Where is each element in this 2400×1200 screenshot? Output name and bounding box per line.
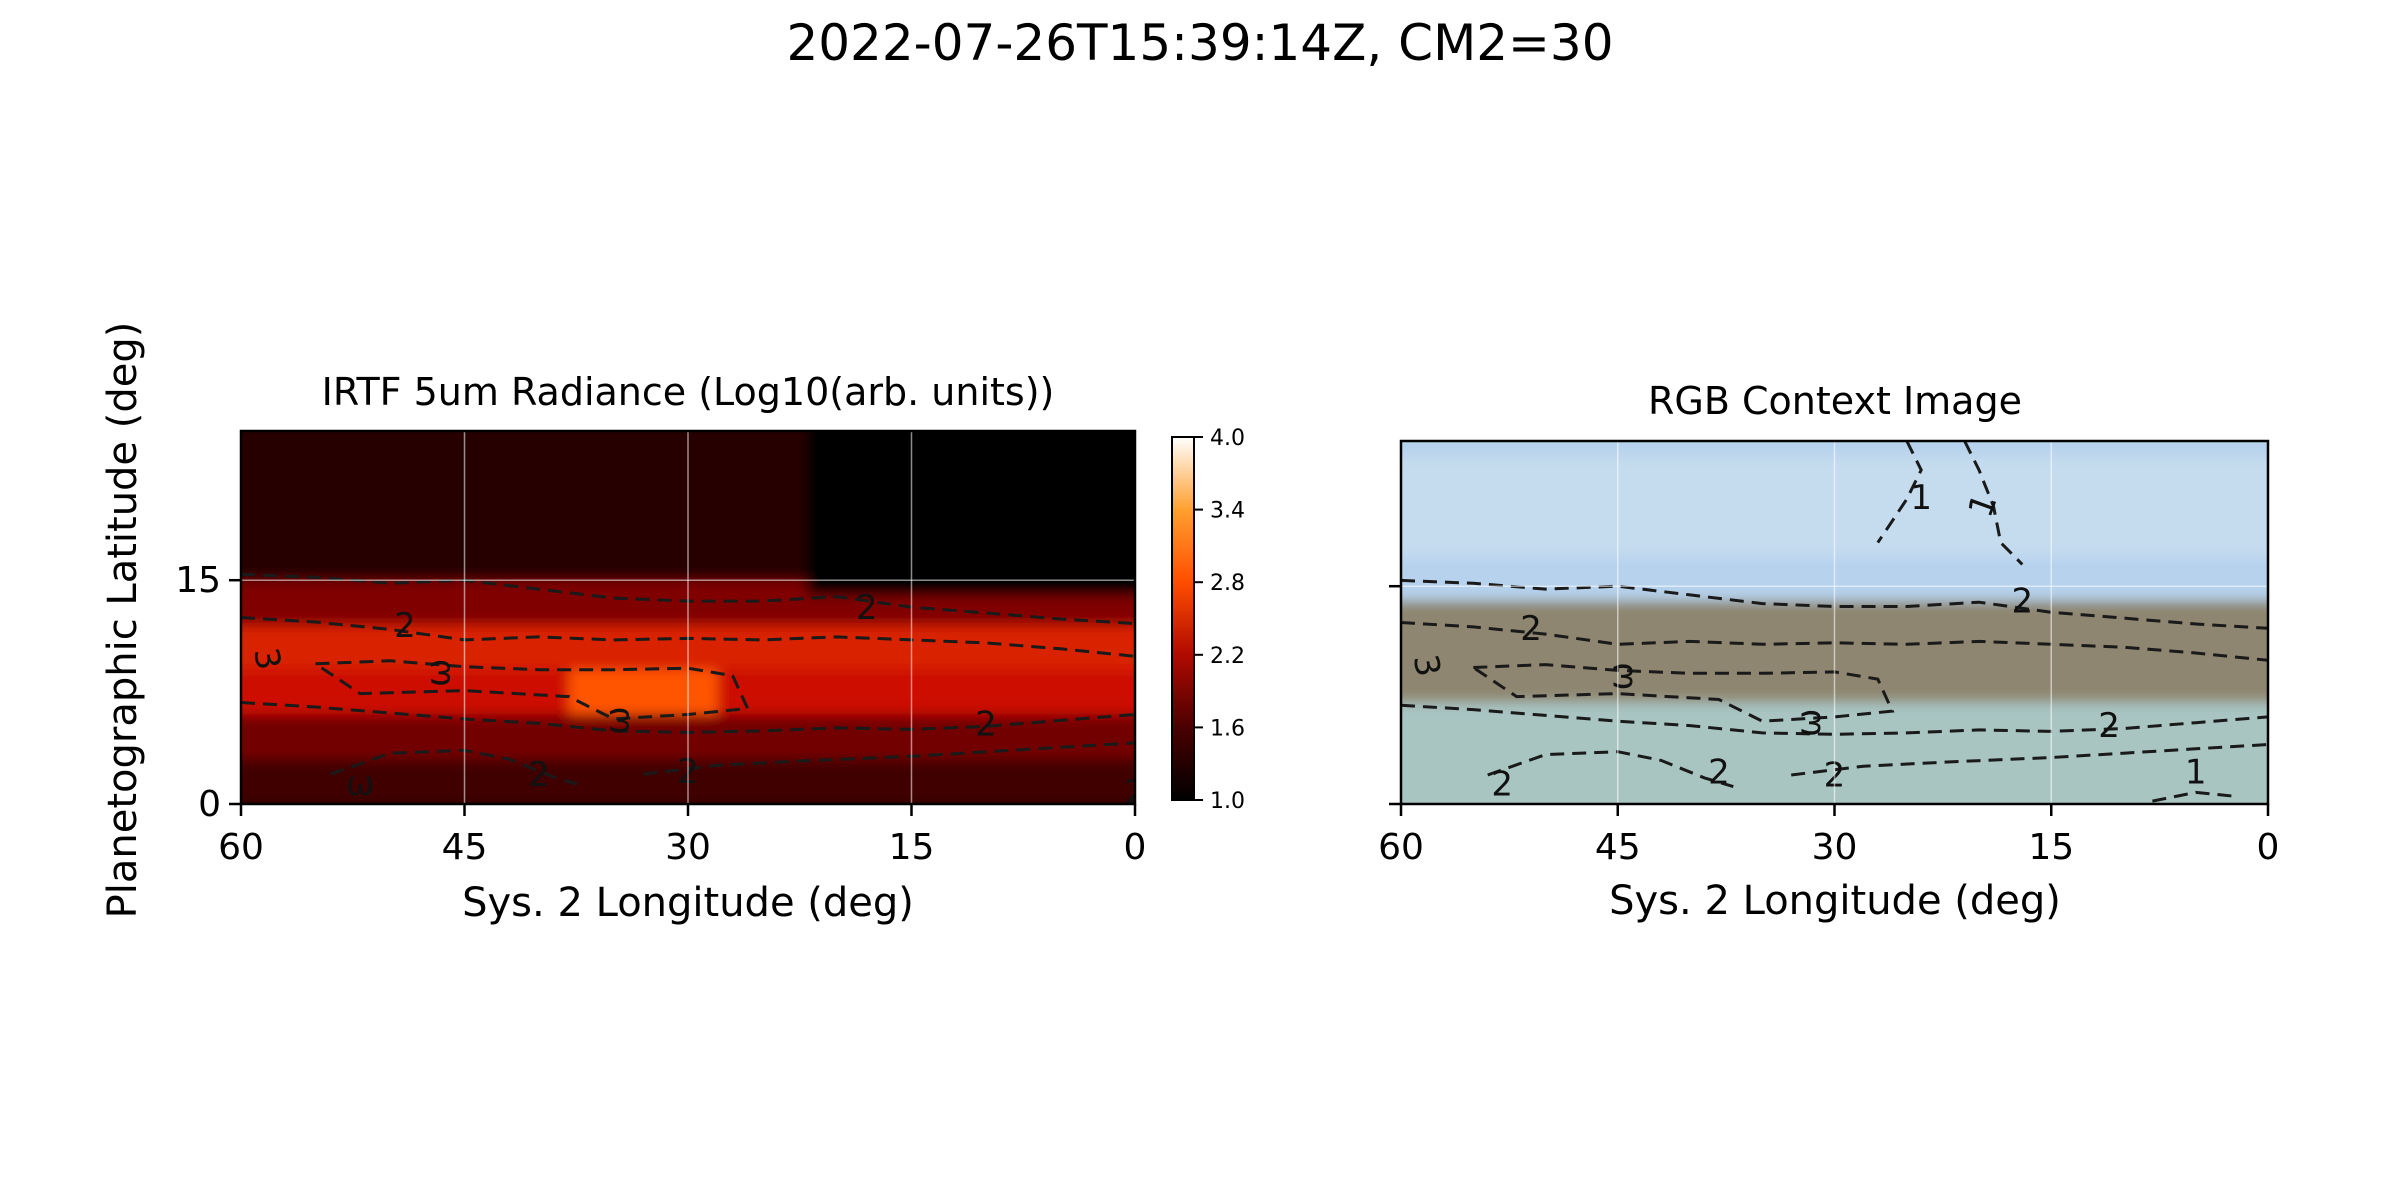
- colorbar-gradient: [1171, 436, 1195, 801]
- panel2-xaxis: 60 45 30 15 0: [1378, 804, 2279, 868]
- contour-label: ω: [597, 706, 637, 734]
- contour-line: [1876, 441, 1923, 544]
- panel1-title: IRTF 5um Radiance (Log10(arb. units)): [322, 370, 1055, 414]
- heatmap-hotspot: [568, 669, 718, 715]
- xtick-label: 60: [218, 827, 264, 868]
- contour-label: ω: [346, 764, 374, 804]
- contour-line: [329, 748, 585, 788]
- colorbar-tick-label: 3.4: [1210, 499, 1245, 524]
- contour-label: 2: [1491, 764, 1513, 804]
- xtick-label: 15: [889, 827, 935, 868]
- contour-label: 1: [2185, 753, 2207, 793]
- shared-ylabel: Planetographic Latitude (deg): [100, 322, 146, 919]
- xtick-label: 60: [1378, 827, 1424, 868]
- panel1-xlabel: Sys. 2 Longitude (deg): [462, 880, 914, 926]
- xtick-label: 30: [1812, 827, 1858, 868]
- contour-label: 2: [1124, 773, 1146, 813]
- panel2-title: RGB Context Image: [1648, 379, 2022, 423]
- panel2-yaxis: [1389, 584, 1401, 806]
- colorbar-tick-label: 4.0: [1210, 426, 1245, 451]
- contour-label: 2: [528, 755, 550, 795]
- colorbar-tick-label: 2.2: [1210, 644, 1245, 669]
- contour-label: 2: [2098, 706, 2120, 746]
- contour-line: [1963, 441, 2024, 566]
- contour-label: 1: [1910, 478, 1932, 518]
- contour-line: [1791, 743, 2268, 777]
- contour-label: ω: [1601, 662, 1641, 690]
- contour-label: ω: [419, 658, 459, 686]
- colorbar: 1.0 1.6 2.2 2.8 3.4 4.0: [1171, 426, 1245, 814]
- panel1-xaxis: 60 45 30 15 0: [218, 804, 1146, 868]
- contour-line: [2152, 790, 2240, 803]
- contour-label: ω: [1789, 708, 1829, 736]
- colorbar-tick-label: 1.0: [1210, 789, 1245, 814]
- contour-label: 2: [1708, 753, 1730, 793]
- xtick-label: 15: [2028, 827, 2074, 868]
- colorbar-tick-label: 1.6: [1210, 716, 1245, 741]
- panel1-yaxis: 0 15: [175, 560, 241, 825]
- contour-line: [1472, 663, 1895, 723]
- figure-title: 2022-07-26T15:39:14Z, CM2=30: [786, 14, 1614, 72]
- contour-label: 2: [1520, 609, 1542, 649]
- xtick-label: 30: [665, 827, 711, 868]
- panel2-xlabel: Sys. 2 Longitude (deg): [1609, 878, 2061, 924]
- xtick-label: 0: [1124, 827, 1147, 868]
- contour-label: 2: [856, 588, 878, 628]
- contour-label: 2: [975, 704, 997, 744]
- contour-line: [1401, 621, 2268, 662]
- heatmap-dark-region: [807, 431, 1135, 596]
- colorbar-tick-label: 2.8: [1210, 571, 1245, 596]
- xtick-label: 0: [2257, 827, 2280, 868]
- contour-line: [1487, 750, 1734, 789]
- contour-line: [314, 659, 750, 721]
- xtick-label: 45: [442, 827, 488, 868]
- ytick-label: 0: [198, 784, 221, 825]
- contour-label: 2: [2012, 581, 2034, 621]
- contour-line: [1401, 703, 2268, 736]
- ytick-label: 15: [175, 560, 221, 601]
- contour-line: [1401, 578, 2268, 630]
- xtick-label: 45: [1595, 827, 1641, 868]
- contour-label: 2: [394, 606, 416, 646]
